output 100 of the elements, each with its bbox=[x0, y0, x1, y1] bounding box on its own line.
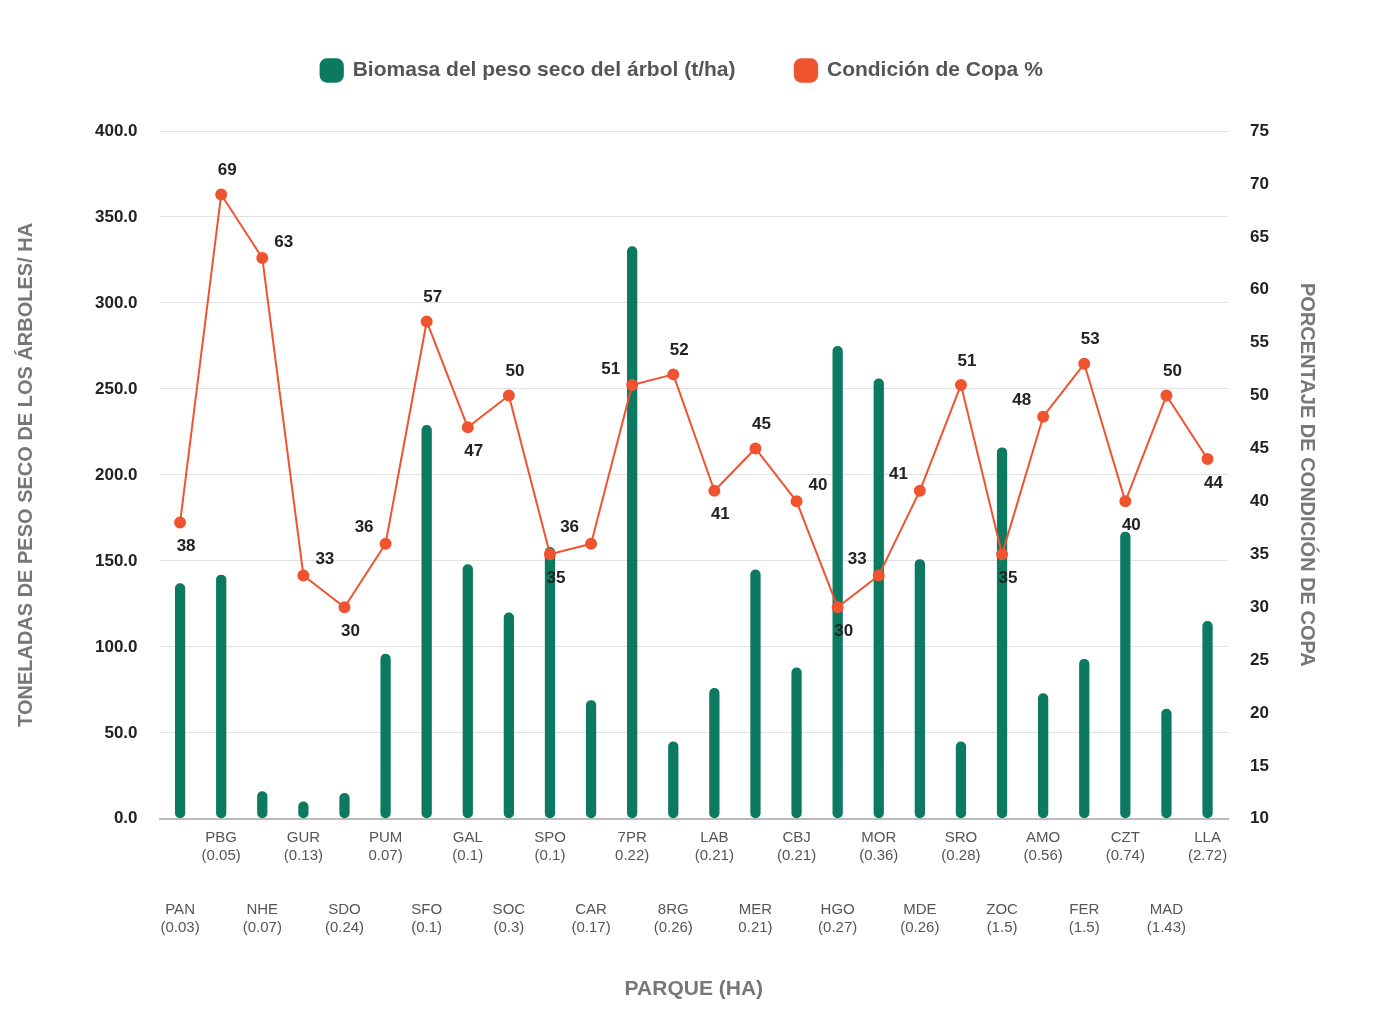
point bbox=[996, 548, 1009, 561]
point bbox=[667, 368, 680, 381]
data-label: 41 bbox=[888, 464, 908, 484]
data-label: 69 bbox=[217, 160, 237, 180]
data-label: 41 bbox=[710, 504, 730, 524]
legend-label: Condición de Copa % bbox=[826, 57, 1044, 81]
point bbox=[1119, 495, 1132, 508]
y2-tick-label: 20 bbox=[1250, 702, 1270, 722]
x-tick-label: MER 0.21) bbox=[738, 899, 773, 935]
legend-label: Biomasa del peso seco del árbol (t/ha) bbox=[352, 57, 736, 81]
x-tick-label: SFO (0.1) bbox=[411, 899, 443, 935]
x-tick-label: MOR (0.36) bbox=[859, 827, 899, 863]
point bbox=[626, 378, 639, 391]
bar bbox=[421, 425, 432, 819]
bar bbox=[216, 574, 227, 819]
bar bbox=[1202, 621, 1213, 819]
data-label: 51 bbox=[601, 358, 621, 378]
point bbox=[790, 495, 803, 508]
data-label: 33 bbox=[847, 549, 867, 569]
bar bbox=[1120, 531, 1131, 819]
y-axis-title: TONELADAS DE PESO SECO DE LOS ÁRBOLES/ HA bbox=[13, 222, 36, 727]
y2-tick-label: 45 bbox=[1250, 438, 1270, 458]
x-tick-label: CAR (0.17) bbox=[571, 899, 611, 935]
y2-tick-label: 50 bbox=[1250, 385, 1270, 405]
x-tick-label: LAB (0.21) bbox=[694, 827, 734, 863]
bar bbox=[462, 564, 473, 819]
x-tick-label: GUR (0.13) bbox=[283, 827, 323, 863]
point bbox=[215, 188, 228, 201]
data-label: 52 bbox=[669, 340, 689, 360]
y2-tick-label: 55 bbox=[1250, 332, 1270, 352]
bar bbox=[873, 378, 884, 819]
y-tick-label: 250.0 bbox=[94, 378, 138, 398]
point bbox=[1078, 357, 1091, 370]
x-tick-label: GAL (0.1) bbox=[452, 827, 484, 863]
point bbox=[954, 378, 967, 391]
point bbox=[420, 315, 433, 328]
bar bbox=[1079, 658, 1090, 819]
data-label: 47 bbox=[464, 440, 484, 460]
x-tick-label: FER (1.5) bbox=[1068, 899, 1100, 935]
x-tick-label: SPO (0.1) bbox=[534, 827, 566, 863]
x-axis-title: PARQUE (HA) bbox=[624, 976, 764, 1000]
x-tick-label: PAN (0.03) bbox=[160, 899, 200, 935]
bar bbox=[585, 700, 597, 819]
x-tick-label: NHE (0.07) bbox=[242, 899, 282, 935]
x-tick-label: HGO (0.27) bbox=[818, 899, 858, 935]
x-tick-label: PUM 0.07) bbox=[368, 827, 403, 863]
y-tick-label: 0.0 bbox=[113, 808, 138, 828]
data-label: 51 bbox=[957, 350, 977, 370]
point bbox=[708, 484, 721, 497]
x-tick-label: MAD (1.43) bbox=[1146, 899, 1187, 935]
y2-tick-label: 65 bbox=[1250, 226, 1270, 246]
y2-tick-label: 70 bbox=[1250, 173, 1270, 193]
data-label: 50 bbox=[505, 361, 525, 381]
y-tick-label: 400.0 bbox=[94, 120, 138, 140]
y2-tick-label: 25 bbox=[1250, 649, 1270, 669]
bar bbox=[627, 246, 638, 819]
bar bbox=[914, 559, 925, 819]
x-tick-label: MDE (0.26) bbox=[900, 899, 940, 935]
point bbox=[749, 442, 762, 455]
bar bbox=[1161, 708, 1172, 819]
point bbox=[1160, 389, 1173, 402]
data-label: 53 bbox=[1080, 329, 1100, 349]
x-tick-label: 8RG (0.26) bbox=[653, 899, 693, 935]
bar bbox=[709, 688, 720, 819]
y2-tick-label: 75 bbox=[1250, 120, 1270, 140]
data-label: 38 bbox=[176, 536, 196, 556]
point bbox=[461, 421, 474, 434]
point bbox=[1201, 453, 1214, 466]
y2-tick-label: 15 bbox=[1250, 755, 1270, 775]
point bbox=[379, 537, 392, 550]
y2-tick-label: 60 bbox=[1250, 279, 1270, 299]
y-tick-label: 50.0 bbox=[104, 722, 138, 742]
point bbox=[831, 601, 844, 614]
y-tick-label: 200.0 bbox=[94, 464, 138, 484]
x-tick-label: AMO (0.56) bbox=[1023, 827, 1063, 863]
y2-axis-title: PORCENTAJE DE CONDICIÓN DE COPA bbox=[1297, 283, 1321, 667]
data-label: 40 bbox=[808, 475, 828, 495]
y-tick-label: 350.0 bbox=[94, 206, 138, 226]
data-label: 36 bbox=[560, 517, 580, 537]
x-tick-label: 7PR 0.22) bbox=[615, 827, 650, 863]
data-label: 44 bbox=[1204, 472, 1224, 492]
bar bbox=[750, 569, 761, 819]
y2-tick-label: 35 bbox=[1250, 543, 1270, 563]
x-tick-label: SDO (0.24) bbox=[324, 899, 365, 935]
x-tick-label: LLA (2.72) bbox=[1187, 827, 1228, 863]
point bbox=[1037, 410, 1050, 423]
data-label: 57 bbox=[423, 287, 443, 307]
y-tick-label: 300.0 bbox=[94, 292, 138, 312]
point bbox=[872, 569, 885, 582]
point bbox=[543, 548, 556, 561]
data-label: 50 bbox=[1162, 361, 1182, 381]
y2-tick-label: 30 bbox=[1250, 596, 1270, 616]
x-tick-label: CZT (0.74) bbox=[1105, 827, 1145, 863]
x-tick-label: SOC (0.3) bbox=[492, 899, 526, 935]
point bbox=[913, 484, 926, 497]
bar bbox=[1038, 693, 1049, 819]
data-label: 63 bbox=[274, 231, 294, 251]
data-label: 33 bbox=[315, 549, 335, 569]
point bbox=[256, 251, 269, 264]
point bbox=[338, 601, 351, 614]
